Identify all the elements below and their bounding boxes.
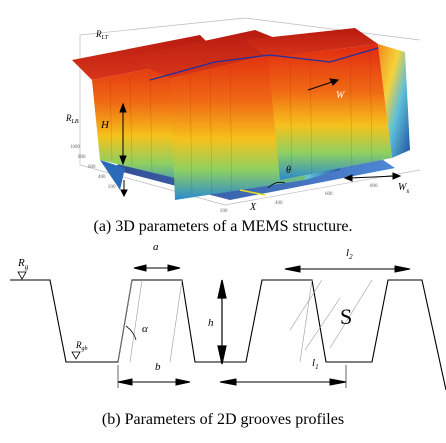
dimension-l2 (284, 265, 411, 273)
tick-bottom-3: 800 (370, 184, 378, 189)
left-bottom-arrow (120, 180, 128, 198)
label-alpha: α (142, 323, 148, 335)
tick-left-3: 400 (98, 175, 106, 180)
surface-plot-svg: H W Ws θ X RLT RLB 1000 (65, 17, 421, 214)
label-s: S (340, 304, 352, 329)
height-arrow-h (119, 102, 127, 166)
label-a: a (153, 241, 159, 253)
label-l2: l2 (346, 247, 353, 261)
label-r-g: Rg (17, 257, 29, 271)
groove-profile-line (10, 279, 446, 391)
label-ws: Ws (398, 182, 409, 195)
dimension-b (117, 365, 191, 388)
tick-left-1: 800 (78, 155, 86, 160)
axis-box (79, 17, 421, 206)
r-g-marker (17, 271, 27, 280)
label-b: b (155, 361, 161, 373)
dimension-l1 (219, 365, 347, 388)
caption-figure-a: (a) 3D parameters of a MEMS structure. (93, 218, 353, 235)
theta-arc (267, 181, 286, 189)
label-l1: l1 (312, 357, 319, 371)
label-x: X (249, 202, 257, 213)
dimension-h (217, 279, 227, 365)
x-axis-line (239, 189, 266, 196)
dimension-a (133, 264, 181, 272)
top-edge-line (149, 47, 379, 81)
label-theta: θ (286, 165, 291, 176)
tick-left-0: 1000 (70, 145, 81, 150)
label-h: h (208, 317, 214, 329)
caption-figure-b: (b) Parameters of 2D grooves profiles (101, 411, 345, 428)
groove-profile-svg: Rg Rgb a l2 h S α b (10, 241, 446, 391)
alpha-arc (125, 325, 137, 341)
label-h-upper: H (100, 119, 110, 131)
r-gb-marker (71, 351, 81, 360)
plateau-right (245, 28, 410, 180)
tick-bottom-0: 200 (220, 209, 228, 214)
label-r-lt: RLT (95, 29, 109, 41)
surface-texture (109, 46, 373, 199)
figure-b-groove-profile: Rg Rgb a l2 h S α b (0, 240, 446, 391)
tick-bottom-2: 600 (325, 192, 333, 197)
tick-left-2: 600 (88, 165, 96, 170)
axis-tick-labels: 1000 800 600 400 200 200 400 600 800 (70, 145, 378, 214)
spacing-arrow-ws (343, 172, 402, 182)
tick-bottom-1: 400 (275, 201, 283, 206)
hatch-lines (117, 279, 373, 363)
label-r-lb: RLB (65, 113, 79, 125)
tick-left-4: 200 (108, 185, 116, 190)
label-r-gb: Rgb (75, 340, 88, 352)
figure-a-3d-surface: H W Ws θ X RLT RLB 1000 (0, 0, 446, 218)
width-arrow-w (307, 78, 340, 91)
label-w: W (336, 90, 346, 101)
